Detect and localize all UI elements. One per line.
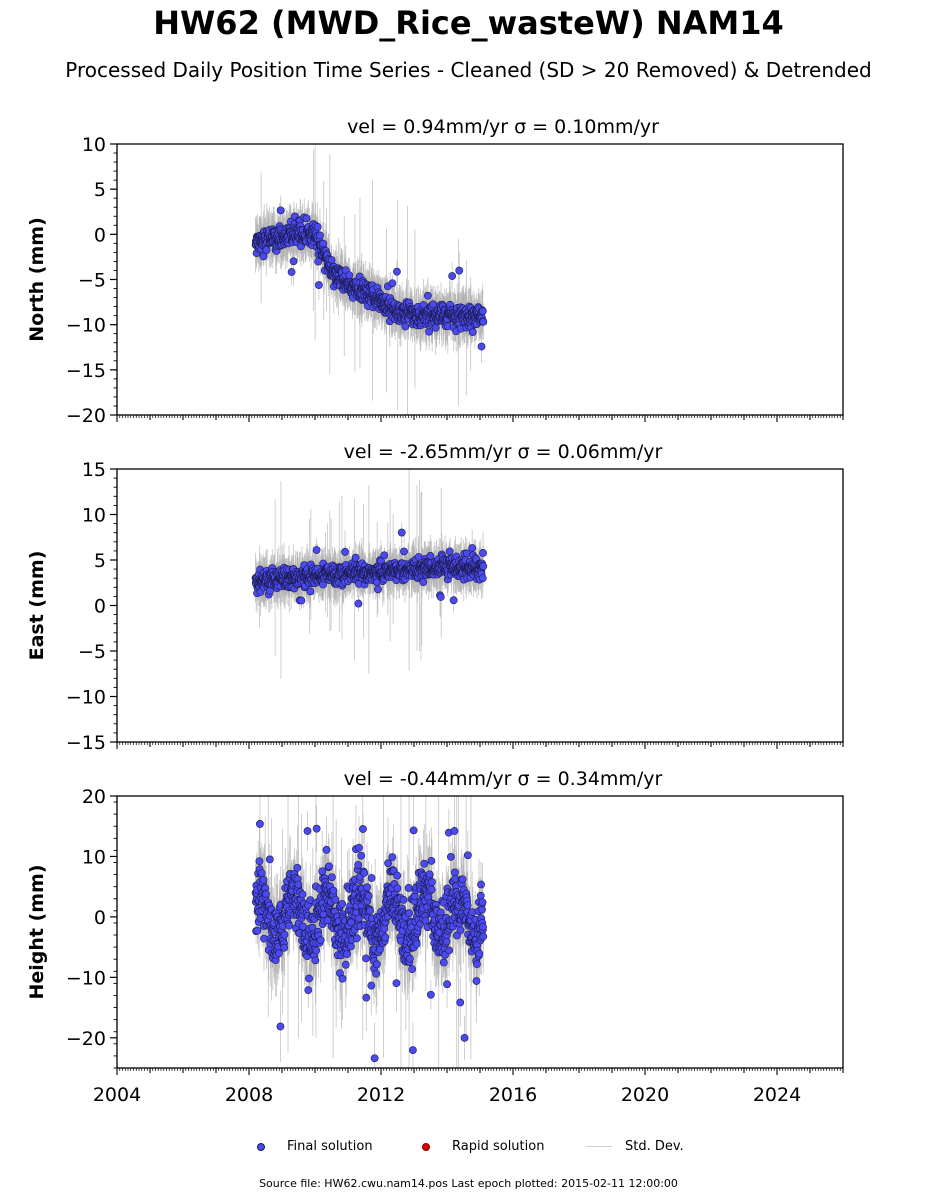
ytick-label: −5 — [78, 641, 106, 663]
data-height — [251, 796, 488, 1068]
plot-frame-east — [116, 468, 844, 743]
data-point — [455, 266, 464, 275]
data-point — [479, 549, 487, 557]
ylabel-north: North (mm) — [26, 217, 48, 342]
ytick-label: 0 — [94, 596, 106, 618]
data-point — [400, 547, 408, 556]
panel-title-north: vel = 0.94mm/yr σ = 0.10mm/yr — [347, 116, 659, 138]
ytick-label: −15 — [66, 732, 106, 754]
data-point — [388, 279, 397, 288]
figure-title: HW62 (MWD_Rice_wasteW) NAM14 — [153, 4, 784, 42]
ytick-label: 15 — [82, 459, 106, 481]
data-point — [345, 271, 354, 280]
data-point — [468, 328, 477, 337]
data-point — [478, 574, 487, 582]
data-point — [478, 307, 487, 316]
xaxis-east — [116, 742, 844, 749]
data-point — [380, 551, 389, 560]
ytick-label: 10 — [82, 134, 106, 156]
panel-title-east: vel = -2.65mm/yr σ = 0.06mm/yr — [344, 441, 663, 463]
data-point — [479, 562, 488, 571]
data-point — [289, 257, 298, 266]
data-point — [423, 291, 432, 300]
data-point — [259, 252, 268, 261]
data-point — [276, 206, 285, 215]
panel-height: vel = -0.44mm/yr σ = 0.34mm/yr Height (mm… — [26, 768, 844, 1106]
ytick-label: −15 — [66, 360, 106, 382]
ytick-label: 5 — [94, 179, 106, 201]
yaxis-north: −20 −15 −10 −5 0 5 10 — [66, 134, 117, 427]
data-point — [262, 246, 271, 254]
data-point — [327, 256, 336, 264]
data-point — [479, 317, 488, 326]
data-point — [397, 528, 406, 537]
yaxis-east: −15 −10 −5 0 5 10 15 — [66, 459, 117, 754]
data-point — [393, 267, 401, 276]
ylabel-east: East (mm) — [26, 551, 48, 661]
data-point — [429, 300, 438, 309]
data-point — [351, 553, 360, 562]
ytick-label: −10 — [66, 315, 106, 337]
ytick-label: −10 — [66, 687, 106, 709]
data-point — [419, 578, 428, 587]
data-point — [297, 596, 306, 605]
data-point — [448, 272, 457, 280]
data-point — [287, 268, 296, 276]
data-point — [315, 281, 323, 289]
ytick-label: −5 — [78, 270, 106, 292]
plot-frame-north — [116, 143, 844, 416]
ylabel-height: Height (mm) — [26, 864, 48, 999]
data-point — [306, 587, 315, 596]
data-north — [251, 144, 488, 415]
ytick-label: 0 — [94, 224, 106, 246]
data-point — [425, 327, 433, 336]
xaxis-north — [116, 415, 844, 422]
ytick-label: 10 — [82, 505, 106, 527]
data-point — [313, 222, 322, 231]
final-points-north — [251, 206, 488, 351]
data-point — [302, 214, 311, 223]
data-point — [445, 547, 454, 556]
data-point — [316, 231, 324, 240]
data-point — [449, 596, 458, 605]
data-point — [436, 593, 445, 601]
data-point — [374, 585, 382, 594]
panel-title-height: vel = -0.44mm/yr σ = 0.34mm/yr — [344, 768, 663, 790]
data-point — [354, 599, 363, 608]
data-point — [401, 322, 410, 331]
figure-subtitle: Processed Daily Position Time Series - C… — [65, 58, 872, 82]
data-point — [312, 546, 321, 554]
data-east — [251, 469, 488, 679]
data-point — [319, 239, 328, 248]
data-point — [477, 342, 486, 351]
ytick-label: 5 — [94, 550, 106, 572]
data-point — [468, 544, 477, 552]
data-point — [341, 548, 349, 556]
ytick-label: −20 — [66, 405, 106, 427]
final-points-east — [251, 528, 488, 608]
